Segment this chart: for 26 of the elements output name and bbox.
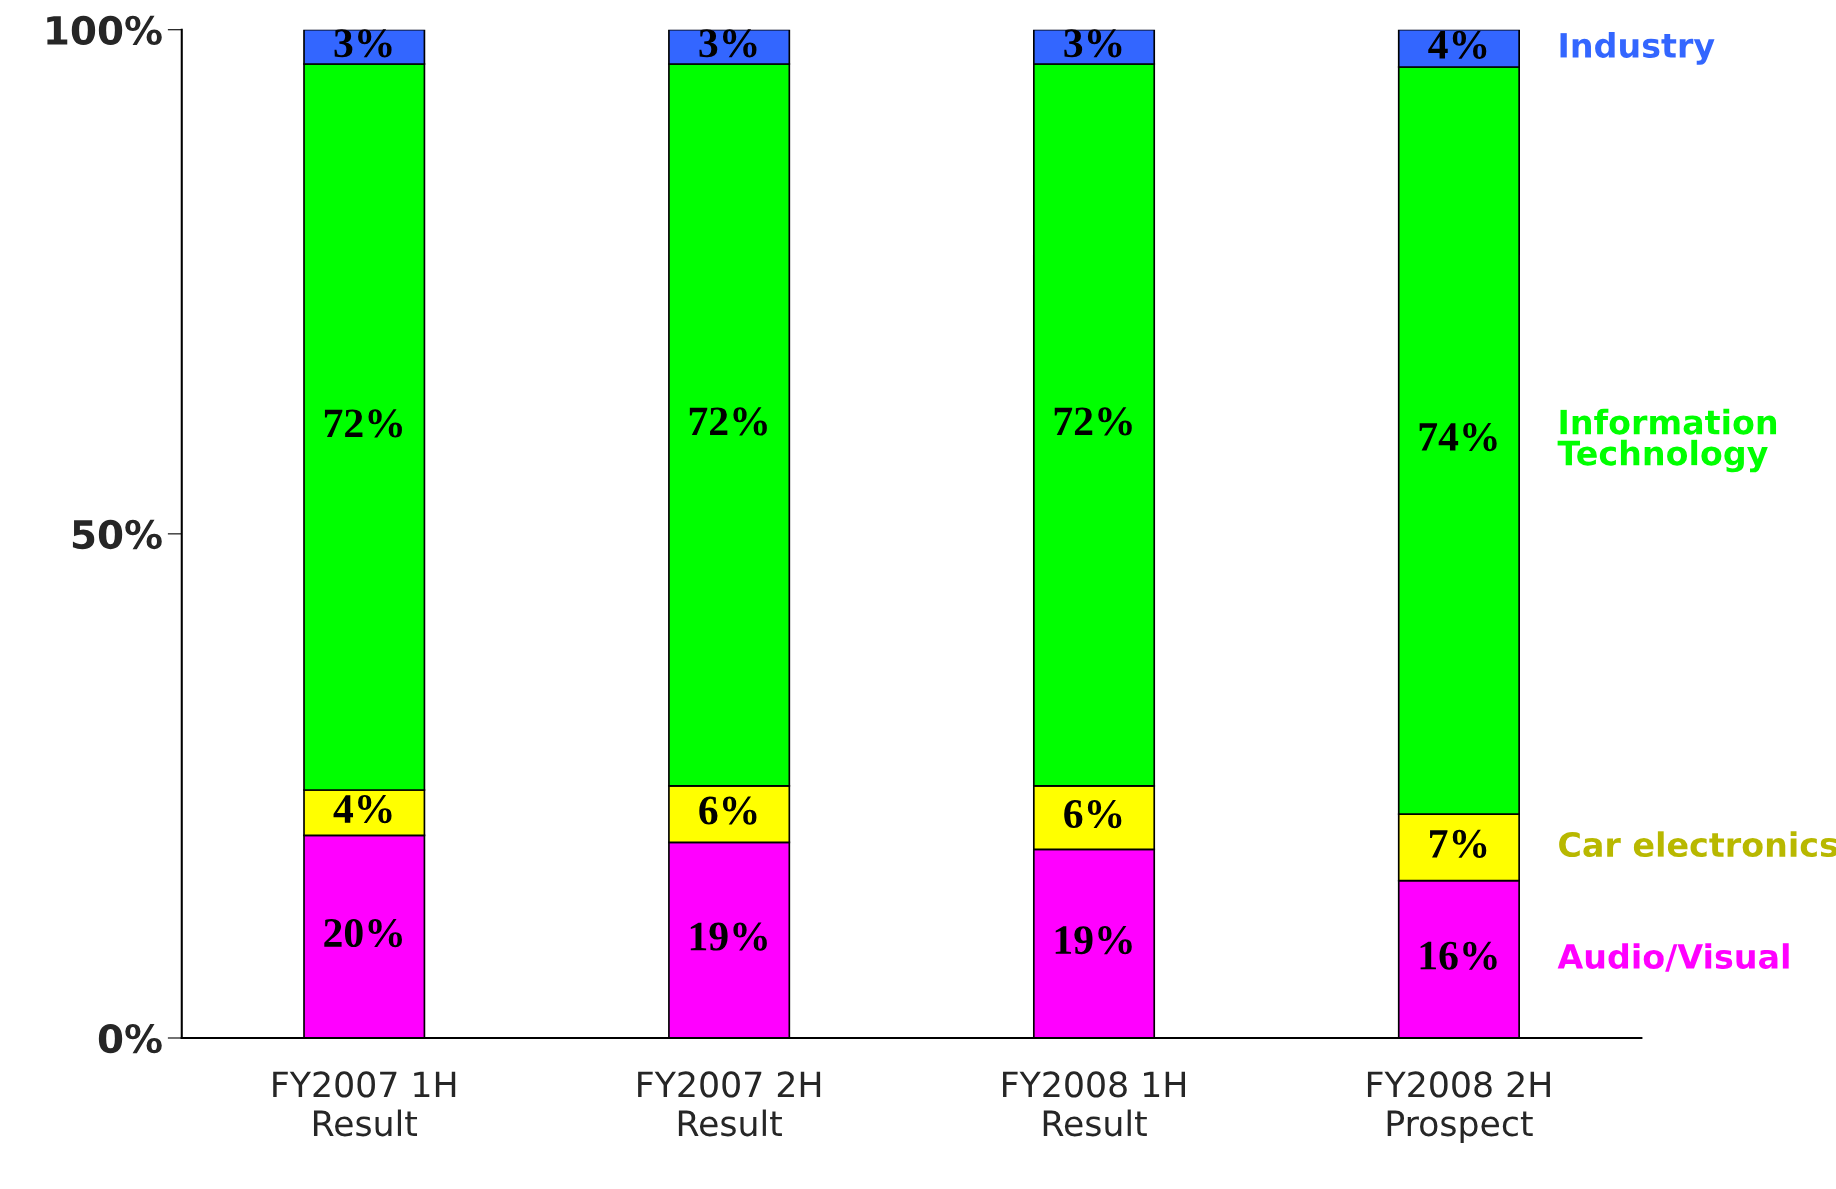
data-label: 3%	[699, 29, 757, 58]
x-tick-label: FY2008 1H Result	[1003, 1071, 1186, 1137]
data-label: 74%	[1419, 422, 1497, 452]
y-tick-label: 0%	[98, 1023, 162, 1054]
y-tick-label: 50%	[72, 519, 162, 550]
y-tick-label: 100%	[47, 15, 162, 46]
x-tick-label: FY2007 1H Result	[273, 1071, 456, 1137]
data-label: 6%	[1064, 800, 1122, 829]
data-label: 19%	[690, 922, 767, 951]
data-label: 3%	[1064, 29, 1122, 58]
data-label: 16%	[1420, 941, 1497, 970]
data-label: 6%	[699, 796, 757, 825]
series-label: Industry	[1560, 32, 1715, 65]
data-label: 72%	[324, 409, 402, 438]
data-label: 3%	[334, 29, 392, 58]
data-label: 72%	[689, 407, 767, 436]
data-label: 19%	[1055, 926, 1132, 955]
data-label: 72%	[1054, 407, 1132, 436]
x-tick-label: FY2007 2H Result	[638, 1071, 821, 1137]
data-label: 4%	[333, 794, 392, 824]
data-label: 20%	[324, 918, 402, 948]
data-label: 7%	[1430, 829, 1487, 858]
series-label: Audio/Visual	[1557, 943, 1789, 972]
data-label: 4%	[1428, 30, 1487, 59]
series-label: Information Technology	[1557, 408, 1777, 473]
x-tick-label: FY2008 2H Prospect	[1367, 1071, 1550, 1144]
